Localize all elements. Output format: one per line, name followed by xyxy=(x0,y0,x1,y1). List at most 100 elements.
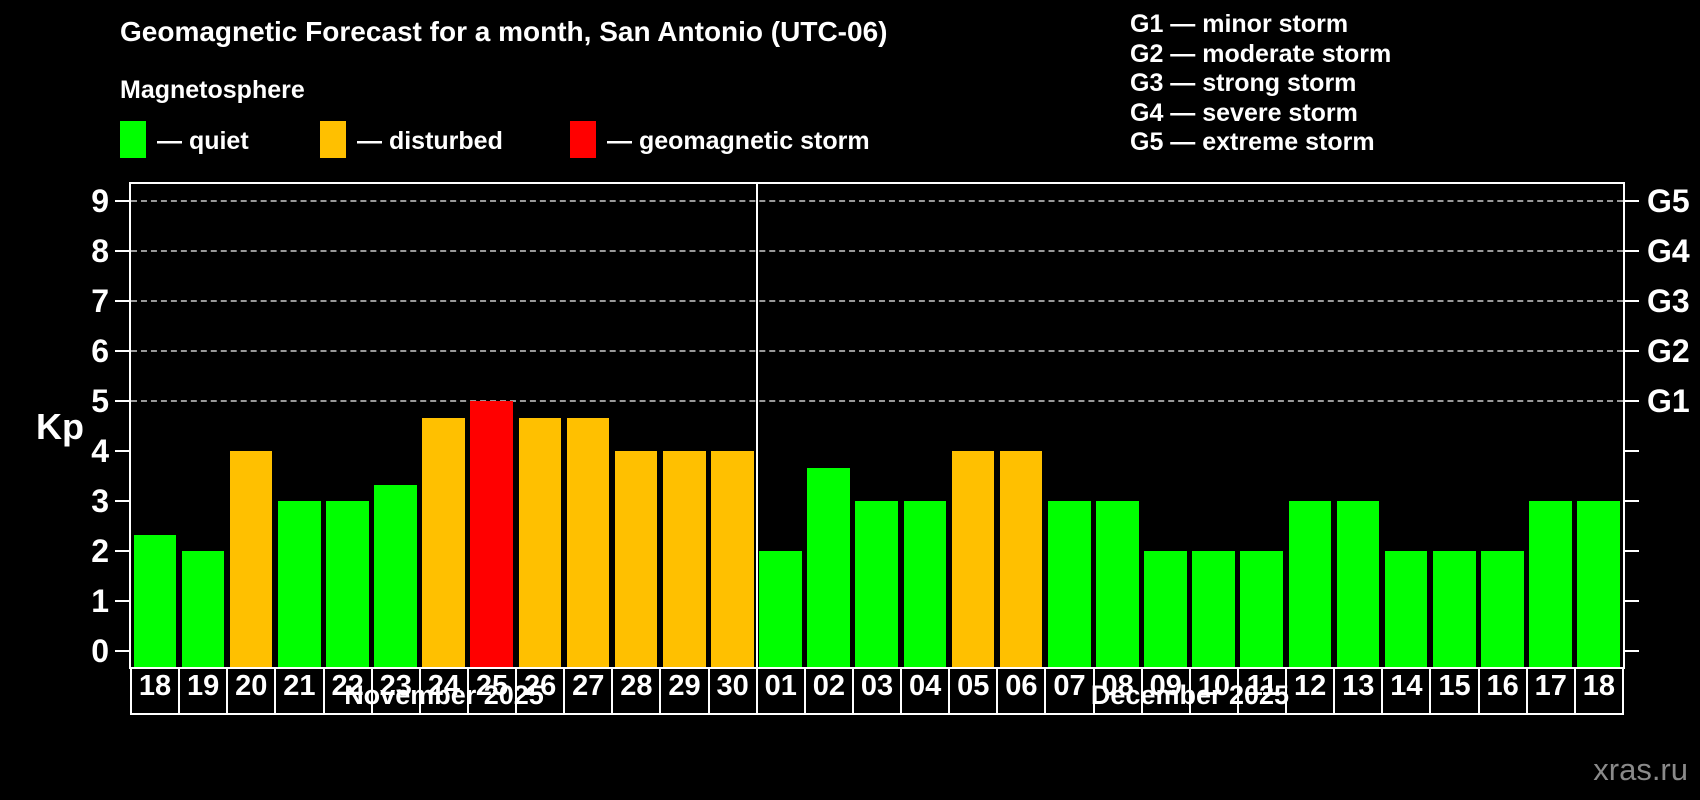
g-scale-legend: G1 — minor storm G2 — moderate storm G3 … xyxy=(1130,10,1391,158)
day-cell-border xyxy=(515,667,518,713)
day-label-dec-05: 05 xyxy=(957,670,990,702)
y-tick-left-5 xyxy=(115,400,129,402)
day-cell-border xyxy=(755,667,758,713)
day-cell-border xyxy=(948,667,951,713)
day-label-dec-04: 04 xyxy=(908,670,942,702)
kp-bar-nov-22 xyxy=(326,501,369,667)
y-axis-title: Kp xyxy=(36,406,84,447)
day-cell-border xyxy=(226,667,229,713)
day-cell-border xyxy=(466,667,469,713)
watermark-xras: xras.ru xyxy=(1593,752,1688,787)
y-tick-right-4 xyxy=(1625,450,1639,452)
day-cell-border xyxy=(178,667,181,713)
day-label-dec-17: 17 xyxy=(1534,670,1567,702)
y-tick-label-4: 4 xyxy=(91,433,109,469)
y-tick-label-5: 5 xyxy=(91,383,109,419)
day-label-nov-28: 28 xyxy=(620,670,653,702)
g-level-label-G1: G1 xyxy=(1647,383,1690,419)
y-tick-left-9 xyxy=(115,200,129,202)
day-label-nov-29: 29 xyxy=(668,670,701,702)
kp-bar-dec-18 xyxy=(1577,501,1620,667)
g4-legend-line: G4 — severe storm xyxy=(1130,98,1358,127)
kp-bar-nov-20 xyxy=(229,451,273,667)
magnetosphere-label: Magnetosphere xyxy=(120,76,305,104)
day-cell-border xyxy=(1525,667,1528,713)
y-tick-label-0: 0 xyxy=(91,633,109,669)
day-cell-border xyxy=(707,667,710,713)
kp-bar-nov-25 xyxy=(470,401,514,667)
day-label-dec-06: 06 xyxy=(1005,670,1038,702)
day-cell-border xyxy=(1381,667,1384,713)
g1-legend-line: G1 — minor storm xyxy=(1130,10,1349,38)
day-label-dec-01: 01 xyxy=(764,670,797,702)
day-label-dec-11: 11 xyxy=(1246,670,1278,702)
day-cell-border xyxy=(1477,667,1480,713)
month-separator-line xyxy=(755,184,758,667)
kp-bar-dec-13 xyxy=(1336,501,1380,667)
kp-bar-nov-18 xyxy=(133,534,177,667)
y-tick-left-0 xyxy=(115,650,129,652)
g-level-label-G3: G3 xyxy=(1647,283,1690,319)
kp-bar-nov-19 xyxy=(181,551,225,667)
gridline-kp5 xyxy=(131,400,1623,402)
gridline-kp8 xyxy=(131,250,1623,252)
y-tick-left-3 xyxy=(115,500,129,502)
day-label-dec-12: 12 xyxy=(1294,670,1327,702)
y-tick-right-2 xyxy=(1625,550,1639,552)
gridline-kp7 xyxy=(131,300,1623,302)
kp-bar-dec-17 xyxy=(1529,501,1572,667)
y-tick-left-2 xyxy=(115,550,129,552)
day-cell-border xyxy=(1429,667,1432,713)
storm-legend-label: — geomagnetic storm xyxy=(607,127,870,155)
day-label-dec-02: 02 xyxy=(812,670,845,702)
kp-bar-dec-01 xyxy=(759,551,802,667)
disturbed-legend-label: — disturbed xyxy=(357,127,503,155)
kp-bar-nov-30 xyxy=(711,451,754,667)
day-cell-border xyxy=(1092,667,1095,713)
day-label-dec-15: 15 xyxy=(1438,670,1471,702)
day-cell-border xyxy=(803,667,806,713)
day-label-dec-09: 09 xyxy=(1149,670,1182,702)
x-axis-day-row: 18 19 20 21 22 23 24 25 26 27 28 29 30 01 02 03 04 05 06 07… xyxy=(130,667,1624,715)
day-cell-border xyxy=(1140,667,1143,713)
day-cell-border xyxy=(1573,667,1576,713)
gridline-kp6 xyxy=(131,350,1623,352)
y-tick-label-6: 6 xyxy=(91,333,109,369)
day-label-nov-23: 23 xyxy=(379,670,412,702)
kp-bar-dec-08 xyxy=(1096,501,1139,667)
kp-bar-dec-02 xyxy=(807,467,850,667)
kp-bar-dec-09 xyxy=(1144,551,1187,667)
y-tick-label-9: 9 xyxy=(91,183,109,219)
g-level-label-G5: G5 xyxy=(1647,183,1690,219)
y-tick-left-4 xyxy=(115,450,129,452)
day-cell-border xyxy=(1622,667,1624,713)
kp-bar-dec-14 xyxy=(1384,551,1428,667)
g-level-label-G2: G2 xyxy=(1647,333,1690,369)
day-cell-border xyxy=(274,667,277,713)
day-label-dec-16: 16 xyxy=(1486,670,1519,702)
y-tick-right-0 xyxy=(1625,650,1639,652)
month-label-december: December 2025 xyxy=(1090,680,1290,710)
y-tick-left-1 xyxy=(115,600,129,602)
y-tick-label-3: 3 xyxy=(91,483,109,519)
plot-area: 0 1 2 3 4 5 6 7 8 9 G1 G2 G3 G4 G5 xyxy=(91,182,1690,669)
y-tick-label-8: 8 xyxy=(91,233,109,269)
day-label-nov-19: 19 xyxy=(187,670,220,702)
kp-bar-dec-04 xyxy=(903,501,947,667)
day-label-dec-18: 18 xyxy=(1582,670,1616,702)
kp-bar-dec-10 xyxy=(1192,551,1235,667)
day-label-nov-18: 18 xyxy=(138,670,172,702)
day-label-nov-27: 27 xyxy=(572,670,605,702)
kp-bar-nov-24 xyxy=(422,417,465,667)
day-cell-border xyxy=(996,667,999,713)
day-label-nov-26: 26 xyxy=(523,670,557,702)
kp-bar-dec-03 xyxy=(855,501,899,667)
kp-bar-dec-12 xyxy=(1288,501,1332,667)
y-tick-right-9 xyxy=(1625,200,1639,202)
day-label-nov-24: 24 xyxy=(427,670,460,702)
quiet-legend-label: — quiet xyxy=(157,127,249,155)
y-tick-left-6 xyxy=(115,350,129,352)
day-cell-border xyxy=(370,667,373,713)
month-label-november: November 2025 xyxy=(344,680,544,710)
